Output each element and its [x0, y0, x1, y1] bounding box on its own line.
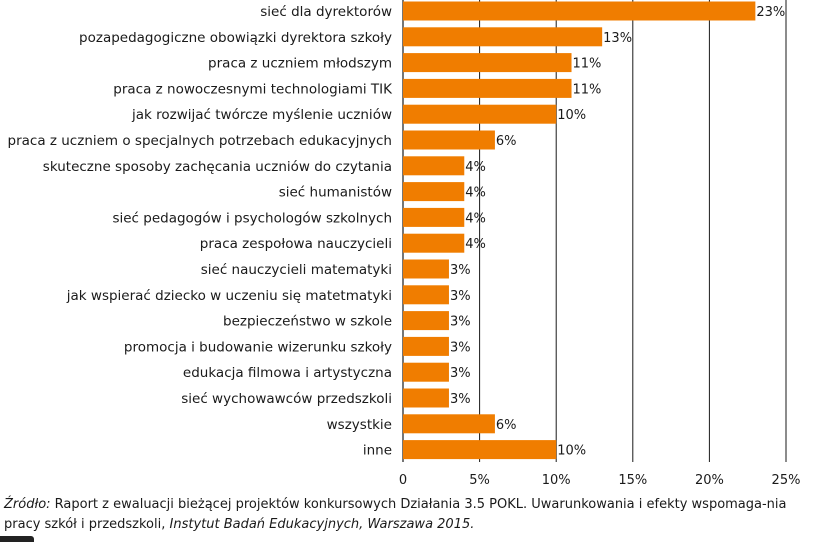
value-label: 3% — [450, 289, 471, 304]
bar — [403, 104, 557, 124]
category-label: praca z nowoczesnymi technologiami TIK — [113, 81, 393, 97]
value-label: 3% — [450, 392, 471, 407]
x-tick-label: 20% — [695, 473, 724, 488]
category-label: inne — [363, 443, 392, 459]
category-label: jak wspierać dziecko w uczeniu się matet… — [66, 288, 392, 304]
bar — [403, 362, 449, 382]
bar — [403, 1, 756, 21]
value-label: 10% — [557, 108, 586, 123]
value-label: 3% — [450, 340, 471, 355]
value-label: 3% — [450, 366, 471, 381]
bar — [403, 440, 557, 460]
category-label: promocja i budowanie wizerunku szkoły — [124, 339, 392, 355]
source-publisher: Instytut Badań Edukacyjnych, Warszawa 20… — [169, 517, 475, 532]
category-label: bezpieczeństwo w szkole — [223, 314, 392, 330]
bar-chart: sieć dla dyrektorów pozapedagogiczne obow… — [8, 0, 801, 488]
bar — [403, 78, 572, 98]
value-label: 3% — [450, 263, 471, 278]
value-label: 11% — [573, 82, 602, 97]
bar — [403, 207, 465, 227]
category-label: praca z uczniem młodszym — [208, 56, 392, 72]
category-label: praca z uczniem o specjalnych potrzebach… — [8, 133, 393, 149]
category-label: praca zespołowa nauczycieli — [200, 236, 392, 252]
category-label: sieć nauczycieli matematyki — [201, 262, 392, 278]
value-label: 6% — [496, 134, 517, 149]
bar — [403, 259, 449, 279]
x-tick-label: 0 — [399, 473, 407, 488]
category-label: sieć pedagogów i psychologów szkolnych — [112, 210, 392, 226]
bar — [403, 182, 465, 202]
bar — [403, 53, 572, 73]
x-tick-label: 15% — [618, 473, 647, 488]
x-tick-label: 10% — [542, 473, 571, 488]
value-label: 11% — [573, 57, 602, 72]
category-label: skuteczne sposoby zachęcania uczniów do … — [43, 159, 392, 175]
value-label: 4% — [465, 186, 486, 201]
corner-mark — [0, 536, 34, 542]
bar — [403, 233, 465, 253]
bar — [403, 27, 603, 47]
bar — [403, 156, 465, 176]
value-label: 4% — [465, 211, 486, 226]
category-label: sieć humanistów — [279, 185, 392, 201]
grid-lines — [402, 0, 787, 462]
category-label: sieć wychowawców przedszkoli — [181, 391, 392, 407]
bars — [403, 1, 756, 460]
category-labels: sieć dla dyrektorów pozapedagogiczne obow… — [8, 4, 394, 459]
value-label: 4% — [465, 237, 486, 252]
x-axis: 0 5% 10% 15% 20% 25% — [399, 473, 801, 488]
bar — [403, 388, 449, 408]
value-label: 23% — [756, 5, 785, 20]
value-label: 6% — [496, 418, 517, 433]
category-label: jak rozwijać twórcze myślenie uczniów — [131, 107, 392, 123]
bar — [403, 285, 449, 305]
category-label: sieć dla dyrektorów — [260, 4, 392, 20]
x-tick-label: 25% — [772, 473, 801, 488]
value-label: 10% — [557, 444, 586, 459]
bar — [403, 336, 449, 356]
category-label: edukacja filmowa i artystyczna — [183, 365, 392, 381]
value-label: 3% — [450, 315, 471, 330]
source-prefix: Źródło: — [4, 497, 51, 512]
value-labels: 23%13%11%11%10%6%4%4%4%4%3%3%3%3%3%3%6%1… — [450, 5, 785, 459]
category-label: wszystkie — [327, 417, 392, 433]
value-label: 13% — [603, 31, 632, 46]
value-label: 4% — [465, 160, 486, 175]
category-label: pozapedagogiczne obowiązki dyrektora szk… — [79, 30, 392, 46]
bar — [403, 311, 449, 331]
source-note: Źródło: Raport z ewaluacji bieżącej proj… — [4, 495, 804, 535]
bar — [403, 414, 495, 434]
bar — [403, 130, 495, 150]
x-tick-label: 5% — [469, 473, 490, 488]
source-text: Raport z ewaluacji bieżącej projektów ko… — [4, 497, 787, 532]
